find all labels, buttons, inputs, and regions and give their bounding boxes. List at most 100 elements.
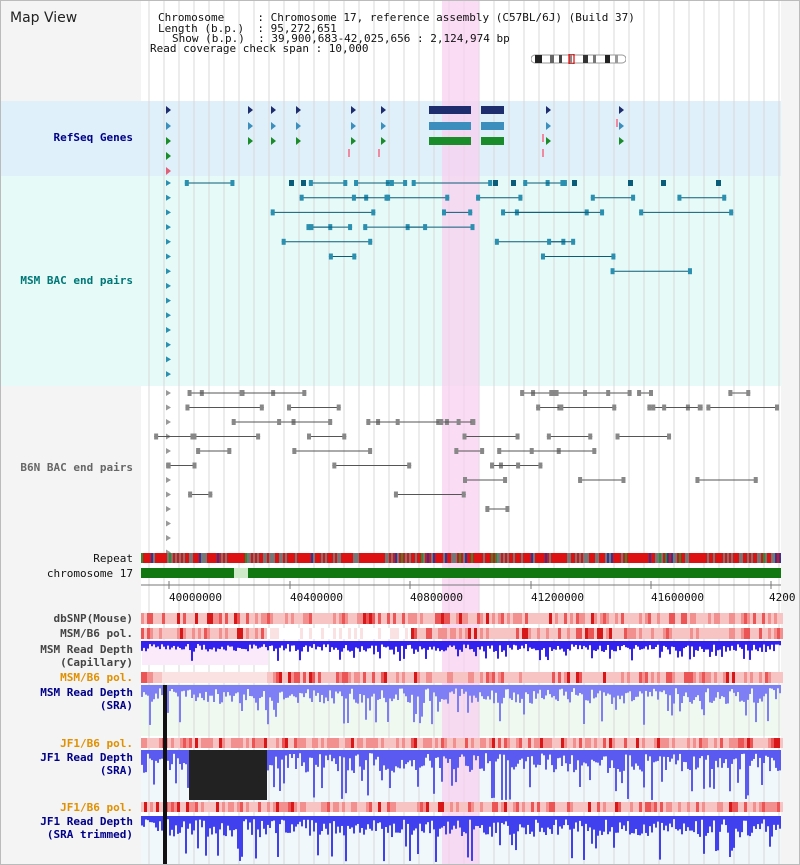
repeat-segment [159,553,161,563]
polymorphism-cell [603,802,606,812]
polymorphism-cell [642,802,645,812]
depth-bar [147,641,149,649]
depth-bar [349,816,351,829]
repeat-segment [245,553,247,563]
depth-bar [143,685,145,693]
polymorphism-cell [285,738,288,748]
depth-bar [371,641,373,646]
depth-bar [231,750,233,800]
track-label-jf1-rd-trimmed[interactable]: JF1 Read Depth [40,815,133,828]
polymorphism-cell [165,613,168,624]
polymorphism-cell [780,738,783,748]
polymorphism-cell [390,802,393,812]
polymorphism-cell [303,672,306,683]
repeat-segment [577,553,579,563]
depth-bar [629,816,631,835]
repeat-segment [197,553,199,563]
depth-bar [529,816,531,834]
depth-bar [261,685,263,697]
track-label-msm-b6-pol-2[interactable]: MSM/B6 pol. [60,671,133,684]
track-label-repeat[interactable]: Repeat [93,552,133,565]
depth-bar [579,641,581,646]
track-label-jf1-b6-pol-2[interactable]: JF1/B6 pol. [60,801,133,814]
polymorphism-cell [663,738,666,748]
depth-bar [467,685,469,713]
polymorphism-cell [483,802,486,812]
polymorphism-cell [744,613,747,624]
track-label-msm-rd-capillary[interactable]: MSM Read Depth [40,643,133,656]
depth-bar [759,685,761,699]
depth-bar [545,685,547,696]
depth-bar [577,750,579,761]
polymorphism-cell [477,802,480,812]
depth-bar [563,685,565,696]
polymorphism-cell [183,738,186,748]
depth-bar [363,641,365,651]
polymorphism-cell [189,738,192,748]
repeat-segment [749,553,751,563]
depth-bar [747,685,749,700]
track-label-msm-b6-pol[interactable]: MSM/B6 pol. [60,627,133,640]
polymorphism-cell [444,802,447,812]
track-label-b6n-bac[interactable]: B6N BAC end pairs [20,461,133,474]
track-label-chromosome[interactable]: chromosome 17 [46,567,133,580]
polymorphism-cell [384,672,387,683]
gene-marker [271,137,276,145]
repeat-segment [713,553,715,563]
polymorphism-cell [549,628,552,639]
repeat-segment [423,553,425,563]
track-label-dbsnp[interactable]: dbSNP(Mouse) [53,612,133,625]
repeat-segment [487,553,489,563]
gene-tick [378,149,380,157]
depth-bar [377,685,379,700]
polymorphism-cell [690,802,693,812]
chromosome-ideogram[interactable] [531,54,626,64]
polymorphism-cell [375,672,378,683]
depth-bar [403,816,405,820]
repeat-segment [741,553,743,563]
depth-bar [551,641,553,651]
bac-end [571,238,576,245]
polymorphism-cell [519,672,522,683]
polymorphism-cell [744,738,747,748]
depth-bar [311,641,313,648]
bac-end [301,180,306,186]
track-label-msm-bac[interactable]: MSM BAC end pairs [20,274,133,287]
polymorphism-cell [768,802,771,812]
track-label-jf1-b6-pol[interactable]: JF1/B6 pol. [60,737,133,750]
polymorphism-cell [294,802,297,812]
depth-bar [613,816,615,848]
polymorphism-cell [156,738,159,748]
depth-bar [171,816,173,830]
polymorphism-cell [459,738,462,748]
depth-bar [403,685,405,694]
track-label-msm-rd-sra[interactable]: MSM Read Depth [40,686,133,699]
depth-bar [369,685,371,711]
depth-bar [777,816,779,825]
depth-bar [453,816,455,826]
bac-end [560,180,565,186]
depth-bar [249,750,251,800]
depth-bar [575,685,577,695]
polymorphism-cell [213,628,216,639]
depth-bar [161,750,163,759]
repeat-segment [439,553,441,563]
depth-bar [167,750,169,761]
track-label-jf1-rd-sra[interactable]: JF1 Read Depth [40,751,133,764]
polymorphism-cell [198,802,201,812]
polymorphism-cell [501,672,504,683]
polymorphism-cell [279,628,282,639]
depth-bar [613,685,615,698]
depth-bar [629,750,631,756]
polymorphism-cell [480,738,483,748]
polymorphism-cell [300,802,303,812]
polymorphism-cell [255,802,258,812]
track-label-refseq-genes[interactable]: RefSeq Genes [53,131,133,144]
depth-bar [529,641,531,648]
depth-bar [395,816,397,833]
depth-bar [411,750,413,767]
depth-bar [709,685,711,703]
repeat-segment [281,553,283,563]
depth-bar [719,641,721,650]
depth-bar [683,685,685,697]
